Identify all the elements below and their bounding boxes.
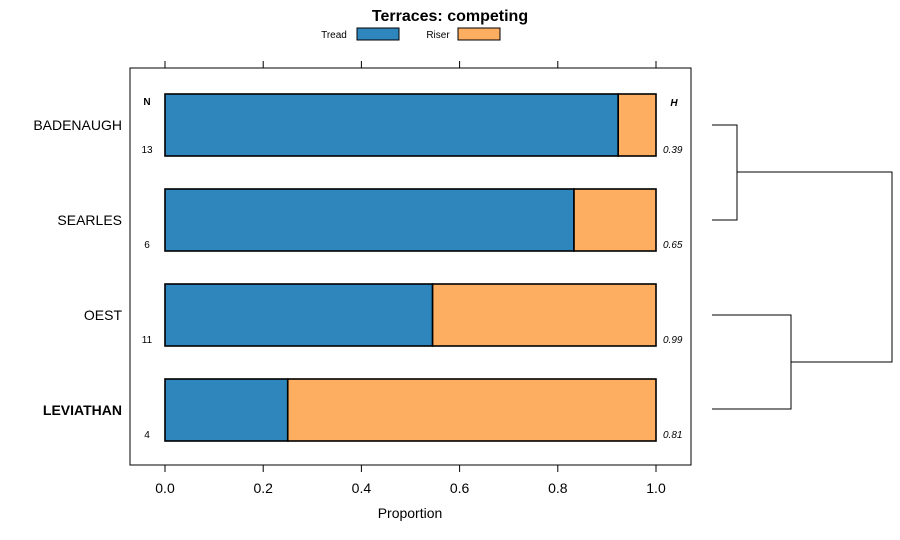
chart-title: Terraces: competing (372, 8, 528, 25)
annotations: N H 13 6 11 4 0.39 0.65 0.99 0.81 (141, 97, 682, 441)
bar-oest-riser (431, 283, 657, 347)
x-axis: 0.0 0.2 0.4 0.6 0.8 1.0 (155, 61, 666, 496)
n-header: N (143, 97, 150, 108)
bar-searles-riser (573, 188, 657, 252)
bars (164, 93, 657, 442)
h-value-badenaugh: 0.39 (663, 145, 683, 156)
category-label-searles: SEARLES (57, 212, 122, 228)
legend-swatch-tread (356, 27, 400, 41)
bar-oest-tread (164, 283, 434, 347)
legend-swatch-riser (457, 27, 501, 41)
h-value-leviathan: 0.81 (663, 430, 682, 441)
x-axis-label: Proportion (378, 505, 443, 521)
category-label-oest: OEST (84, 307, 123, 323)
n-value-badenaugh: 13 (141, 145, 153, 156)
bar-badenaugh-tread (164, 93, 619, 157)
dendrogram-branches (712, 124, 893, 410)
category-labels: BADENAUGH SEARLES OEST LEVIATHAN (33, 117, 122, 418)
h-header: H (670, 98, 678, 109)
x-tick-label: 0.8 (548, 480, 568, 496)
category-label-leviathan: LEVIATHAN (43, 402, 122, 418)
n-value-leviathan: 4 (144, 430, 150, 441)
n-value-oest: 11 (142, 335, 153, 346)
x-tick-label: 1.0 (646, 480, 666, 496)
dendrogram (712, 124, 893, 410)
x-tick-label: 0.0 (155, 480, 175, 496)
legend: Tread Riser (321, 27, 501, 41)
bar-leviathan-tread (164, 378, 289, 442)
h-value-searles: 0.65 (663, 240, 683, 251)
n-value-searles: 6 (144, 240, 150, 251)
legend-label-tread: Tread (321, 30, 347, 41)
bar-badenaugh-riser (617, 93, 657, 157)
x-tick-label: 0.6 (450, 480, 470, 496)
bar-searles-tread (164, 188, 575, 252)
h-value-oest: 0.99 (663, 335, 683, 346)
x-tick-label: 0.2 (253, 480, 273, 496)
category-label-badenaugh: BADENAUGH (33, 117, 122, 133)
bar-leviathan-riser (286, 378, 657, 442)
x-tick-label: 0.4 (352, 480, 372, 496)
plot-panel (129, 67, 692, 466)
legend-label-riser: Riser (426, 30, 450, 41)
